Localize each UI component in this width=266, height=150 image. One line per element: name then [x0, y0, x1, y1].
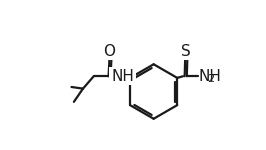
- Text: S: S: [181, 44, 191, 59]
- Text: O: O: [103, 44, 115, 59]
- Text: NH: NH: [111, 69, 134, 84]
- Text: NH: NH: [199, 69, 222, 84]
- Text: 2: 2: [207, 74, 214, 84]
